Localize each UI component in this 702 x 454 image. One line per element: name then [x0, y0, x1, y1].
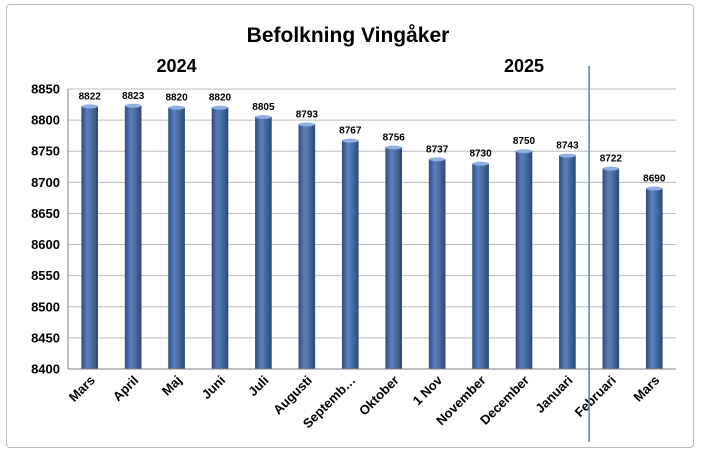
bar-top-11	[559, 153, 576, 158]
bar-11	[559, 155, 576, 370]
y-tick-label-8400: 8400	[31, 362, 60, 377]
bar-top-1	[125, 103, 142, 108]
x-tick-label-7: Oktober	[356, 373, 402, 419]
bar-13	[645, 188, 663, 370]
data-label-9: 8730	[469, 149, 492, 160]
bar-10	[515, 150, 533, 370]
y-tick-label-8550: 8550	[31, 268, 60, 283]
x-tick-label-2: Maj	[159, 373, 185, 399]
y-tick-label-8850: 8850	[31, 82, 60, 97]
bar-top-13	[646, 186, 663, 191]
x-axis-ticks: Mars April Maj Juni JuliAugustiSeptemb…Oktob…	[66, 372, 663, 431]
bar-top-12	[602, 166, 619, 171]
data-label-6: 8767	[339, 126, 362, 137]
bar-5	[298, 124, 316, 370]
bar-0	[81, 106, 99, 370]
bar-3	[211, 107, 229, 370]
data-label-1: 8823	[122, 91, 145, 102]
data-label-0: 8822	[79, 91, 102, 102]
y-axis-ticks: 8400 8450 8500 8550 8600 8650 8700 8750 8800 8850	[31, 82, 60, 377]
bar-7	[385, 147, 403, 370]
bar-top-3	[212, 105, 228, 110]
data-labels: 8822 8823 8820 8820 8805 8793 8767 8756 8737 8730…	[79, 91, 666, 185]
bar-top-10	[516, 149, 532, 154]
bar-top-9	[472, 161, 489, 166]
bar-4	[255, 116, 272, 370]
bar-8	[428, 159, 446, 370]
y-tick-label-8750: 8750	[31, 144, 60, 159]
y-tick-label-8500: 8500	[31, 299, 60, 314]
data-label-4: 8805	[252, 102, 275, 113]
data-label-5: 8793	[296, 109, 319, 120]
bar-top-2	[168, 105, 185, 110]
data-label-3: 8820	[209, 93, 232, 104]
data-label-8: 8737	[426, 144, 449, 155]
x-tick-label-4: Juli	[245, 373, 271, 399]
bar-top-0	[81, 104, 98, 109]
year-labels: 2024 2025	[157, 56, 544, 76]
x-tick-label-11: Januari	[532, 373, 575, 416]
x-tick-label-3: Juni	[199, 373, 229, 403]
y-tick-label-8450: 8450	[31, 330, 60, 345]
data-label-11: 8743	[556, 141, 579, 152]
bar-top-6	[342, 138, 359, 143]
data-label-2: 8820	[165, 93, 188, 104]
bar-top-4	[255, 115, 272, 119]
year-label-0: 2024	[157, 56, 197, 76]
y-tick-label-8650: 8650	[31, 206, 60, 221]
y-tick-label-8800: 8800	[31, 113, 60, 128]
data-label-7: 8756	[383, 132, 406, 143]
bars	[81, 103, 663, 370]
data-label-13: 8690	[643, 174, 666, 185]
bar-12	[602, 168, 620, 370]
x-tick-label-13: Mars	[630, 373, 662, 405]
x-tick-label-8: 1 Nov	[410, 372, 446, 408]
bar-top-5	[298, 122, 315, 127]
x-tick-label-5: Augusti	[270, 373, 315, 418]
x-tick-label-0: Mars	[66, 373, 98, 405]
bar-top-8	[429, 157, 446, 162]
data-label-10: 8750	[513, 136, 536, 147]
gridlines	[68, 88, 676, 370]
chart-title: Befolkning Vingåker	[247, 24, 450, 47]
x-tick-label-12: Februari	[572, 373, 619, 420]
bar-9	[472, 163, 489, 370]
bar-1	[124, 105, 142, 370]
x-tick-label-1: April	[110, 373, 142, 405]
bar-top-7	[385, 145, 402, 150]
bar-6	[341, 140, 359, 370]
bar-2	[168, 107, 185, 370]
year-label-1: 2025	[504, 56, 544, 76]
y-tick-label-8600: 8600	[31, 237, 60, 252]
y-tick-label-8700: 8700	[31, 175, 60, 190]
data-label-12: 8722	[600, 154, 623, 165]
